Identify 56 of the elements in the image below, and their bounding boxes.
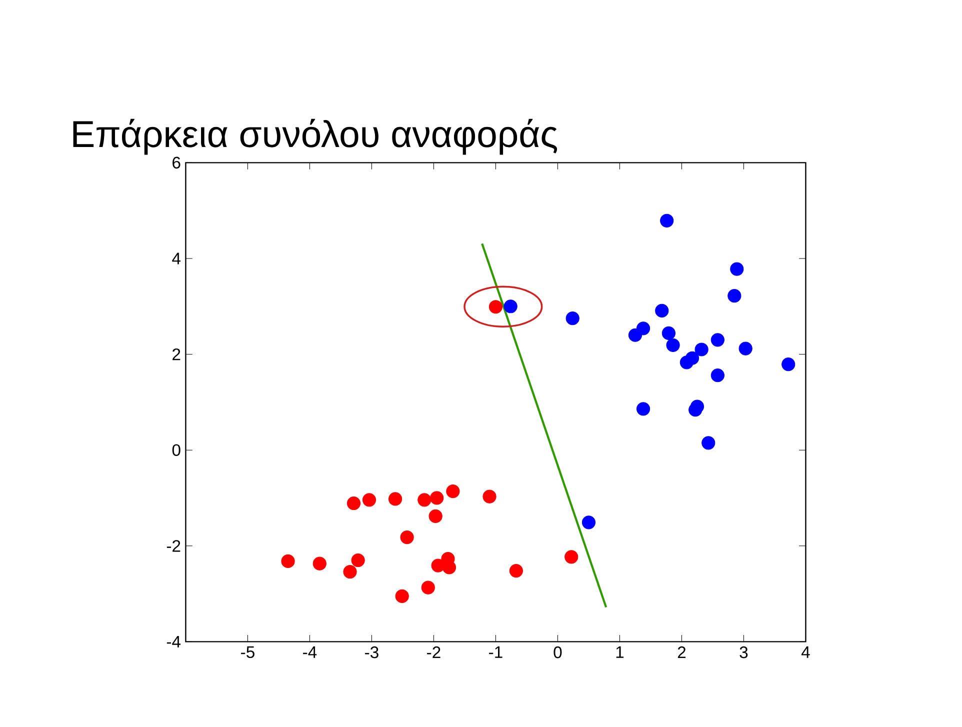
y-tick-label: 6 [172,156,180,169]
point [710,333,724,347]
point [660,214,674,228]
point [346,496,361,510]
point [702,436,716,450]
y-tick-label: 0 [172,444,180,456]
x-tick-label: 2 [678,646,686,658]
x-tick-label: 3 [740,646,748,658]
point [680,356,694,370]
point [421,580,435,594]
point [431,558,445,572]
point [428,509,442,523]
point [655,304,669,318]
point [281,554,295,568]
point [730,262,744,276]
point [343,564,357,579]
x-tick-label: -5 [241,646,254,658]
point [504,300,518,314]
point [395,589,409,603]
y-tick-label: 4 [172,252,181,264]
point [388,492,402,506]
x-tick-label: 0 [554,646,562,658]
point [636,402,650,416]
point [351,553,365,568]
x-tick-label: 4 [801,646,810,658]
point [666,338,680,352]
point [362,493,376,507]
x-tick-label: 1 [616,646,624,658]
point [710,368,724,382]
y-tick-label: 2 [172,348,180,360]
point [430,491,444,505]
chart-title: Επάρκεια συνόλου αναφοράς [73,118,558,155]
point [564,550,578,564]
x-tick-label: -3 [365,646,378,658]
x-tick-label: -4 [303,646,317,658]
x-tick-label: -2 [427,646,440,658]
point [482,490,496,504]
point [738,342,752,356]
point [312,556,326,570]
x-tick-label: -1 [489,646,502,658]
point [446,484,460,498]
point [688,403,702,417]
point [728,289,742,303]
point [782,358,796,372]
y-tick-label: -2 [166,540,180,552]
point [628,328,642,342]
point [662,326,676,340]
point [694,342,708,356]
point [488,300,503,314]
point [442,560,456,574]
point [582,516,596,530]
point [509,564,523,578]
point [400,530,414,544]
point [566,312,580,326]
y-tick-label: -4 [166,636,181,648]
point [418,493,432,507]
